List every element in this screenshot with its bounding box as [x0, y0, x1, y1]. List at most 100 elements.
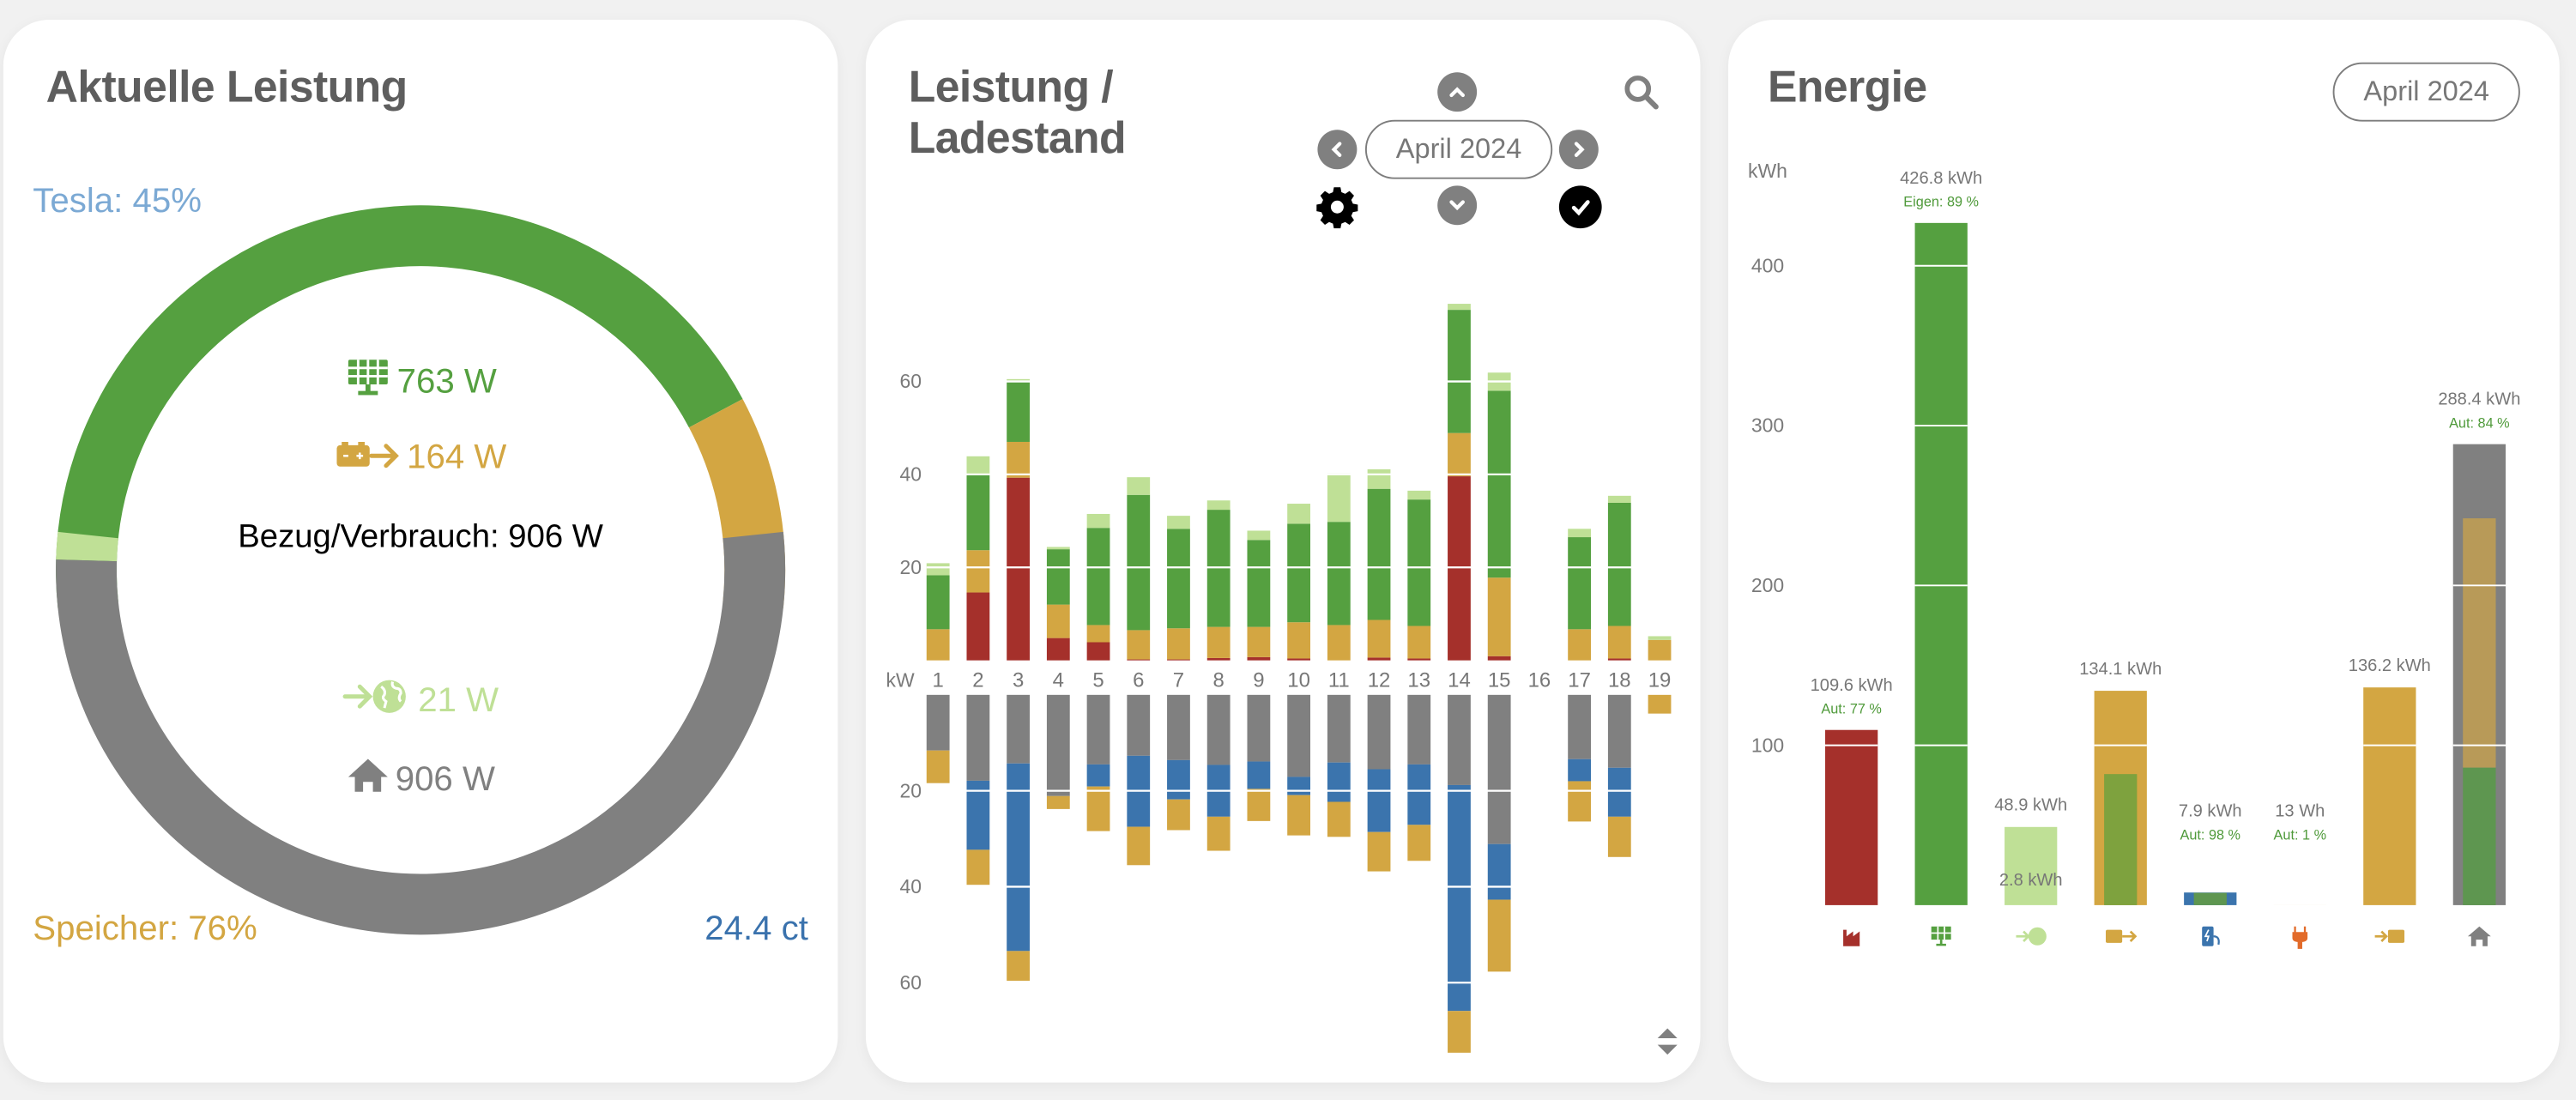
bar-segment-down-battery — [1046, 795, 1070, 809]
bar-segment-up-battery — [1247, 626, 1271, 657]
chevron-up-icon — [1449, 87, 1465, 98]
settings-button[interactable] — [1316, 185, 1359, 229]
bar-segment-up-pv_light — [1046, 547, 1070, 550]
energy-value-label: 288.4 kWh — [2438, 390, 2520, 409]
bar-segment-up-pv_light — [1568, 529, 1592, 538]
bar-segment-up-pv — [1407, 499, 1431, 626]
bar-segment-up-grid — [1007, 477, 1031, 661]
y-tick-upper: 60 — [899, 370, 922, 392]
energy-bar — [2363, 687, 2416, 905]
bar-segment-down-battery — [1407, 825, 1431, 861]
bar-segment-down-car — [1367, 769, 1391, 832]
bar-segment-down-car — [1568, 759, 1592, 782]
period-down-button[interactable] — [1437, 185, 1478, 226]
ev-charger-icon — [2202, 926, 2220, 946]
bar-segment-up-grid — [1607, 658, 1631, 661]
bar-segment-down-battery — [1648, 694, 1672, 714]
bar-segment-down-house — [1327, 694, 1351, 763]
bar-segment-down-battery — [1167, 799, 1190, 831]
y-axis-unit: kWh — [1748, 160, 1787, 182]
bar-segment-up-battery — [1448, 432, 1471, 477]
chevron-left-icon — [1331, 142, 1342, 158]
bar-segment-down-car — [1287, 777, 1311, 795]
bar-segment-down-battery — [1568, 781, 1592, 822]
bar-segment-up-pv — [1007, 380, 1031, 442]
power-gauge — [56, 205, 786, 935]
energy-value-label: 13 Wh — [2275, 802, 2325, 821]
bar-segment-up-battery — [1127, 630, 1151, 660]
period-prev-button[interactable] — [1317, 130, 1358, 170]
bar-segment-up-pv_light — [1086, 513, 1110, 529]
bar-segment-up-grid — [1167, 659, 1190, 661]
energy-bar-inner — [2193, 892, 2227, 905]
bar-segment-up-pv_light — [1206, 500, 1231, 511]
y-tick-lower: 40 — [899, 875, 922, 898]
bar-segment-up-pv_light — [1007, 378, 1031, 381]
bar-segment-up-battery — [1407, 626, 1431, 659]
x-tick-label: 12 — [1368, 668, 1391, 692]
sort-toggle-button[interactable] — [1654, 1025, 1681, 1058]
pv-power-value: 763 W — [396, 363, 497, 402]
bar-segment-down-house — [1448, 694, 1471, 785]
bar-segment-up-pv — [1327, 522, 1351, 626]
bar-segment-down-car — [1448, 784, 1471, 1012]
bar-segment-up-pv_light — [1367, 468, 1391, 489]
bar-segment-down-battery — [1367, 831, 1391, 872]
bar-segment-up-battery — [1487, 577, 1511, 656]
sort-icon — [1657, 1028, 1678, 1055]
bar-segment-up-battery — [966, 550, 990, 593]
bar-segment-down-house — [1367, 694, 1391, 770]
energy-period-selector[interactable]: April 2024 — [2332, 62, 2520, 122]
bar-segment-down-battery — [1327, 801, 1351, 837]
bar-segment-up-pv_light — [1247, 530, 1271, 541]
search-button[interactable] — [1622, 72, 1661, 112]
confirm-button[interactable] — [1558, 185, 1602, 229]
bar-segment-down-car — [966, 780, 990, 850]
bar-segment-down-house — [1046, 694, 1070, 796]
bar-segment-down-car — [1247, 761, 1271, 789]
battery-discharge-icon — [2106, 929, 2138, 943]
bar-segment-up-grid — [1367, 657, 1391, 661]
bar-segment-down-house — [1287, 694, 1311, 777]
energy-value-label: 109.6 kWh — [1811, 676, 1893, 695]
bar-segment-up-pv_light — [1648, 636, 1672, 640]
card-title-line1: Leistung / — [908, 62, 1114, 112]
factory-icon — [1843, 929, 1860, 946]
x-tick-label: 7 — [1173, 668, 1184, 692]
x-tick-label: 15 — [1488, 668, 1511, 692]
bar-segment-up-pv — [1127, 494, 1151, 631]
bar-segment-down-battery — [1487, 899, 1511, 972]
bar-segment-down-car — [1327, 762, 1351, 802]
bar-segment-up-grid — [1206, 657, 1231, 661]
chevron-right-icon — [1574, 142, 1585, 158]
bar-segment-down-battery — [1127, 826, 1151, 866]
y-tick-lower: 60 — [899, 971, 922, 994]
bar-segment-down-house — [1127, 694, 1151, 756]
bar-segment-up-battery — [1167, 628, 1190, 660]
y-tick: 400 — [1751, 254, 1784, 276]
power-history-card: Leistung / Ladestand April 2024 20 40 60 20… — [865, 19, 1701, 1083]
current-power-card: Aktuelle Leistung Tesla: 45% 763 W 164 W… — [3, 19, 838, 1083]
bar-segment-up-pv_light — [1407, 490, 1431, 500]
gauge-segment-feed_in — [56, 531, 118, 562]
energy-value-label: 426.8 kWh — [1900, 169, 1982, 188]
bar-segment-up-grid — [1046, 638, 1070, 661]
period-selector[interactable]: April 2024 — [1364, 119, 1553, 179]
card-title: Aktuelle Leistung — [45, 62, 408, 112]
bar-segment-up-battery — [1607, 626, 1631, 659]
bar-segment-down-battery — [1287, 795, 1311, 836]
feed-in-globe-icon — [2016, 927, 2047, 946]
bar-segment-up-battery — [1648, 639, 1672, 661]
x-tick-label: 4 — [1053, 668, 1064, 692]
period-up-button[interactable] — [1437, 72, 1478, 112]
period-next-button[interactable] — [1558, 130, 1599, 170]
bar-segment-up-pv — [1287, 523, 1311, 623]
energy-sub-label: Aut: 77 % — [1821, 702, 1882, 717]
x-tick-label: 9 — [1253, 668, 1264, 692]
bar-segment-down-house — [1407, 694, 1431, 765]
bar-segment-up-pv_light — [926, 563, 950, 576]
battery-charge-icon — [2374, 929, 2405, 943]
pv-power-row: 763 W — [3, 358, 838, 407]
x-tick-label: 2 — [972, 668, 983, 692]
solar-panel-icon — [344, 358, 390, 407]
